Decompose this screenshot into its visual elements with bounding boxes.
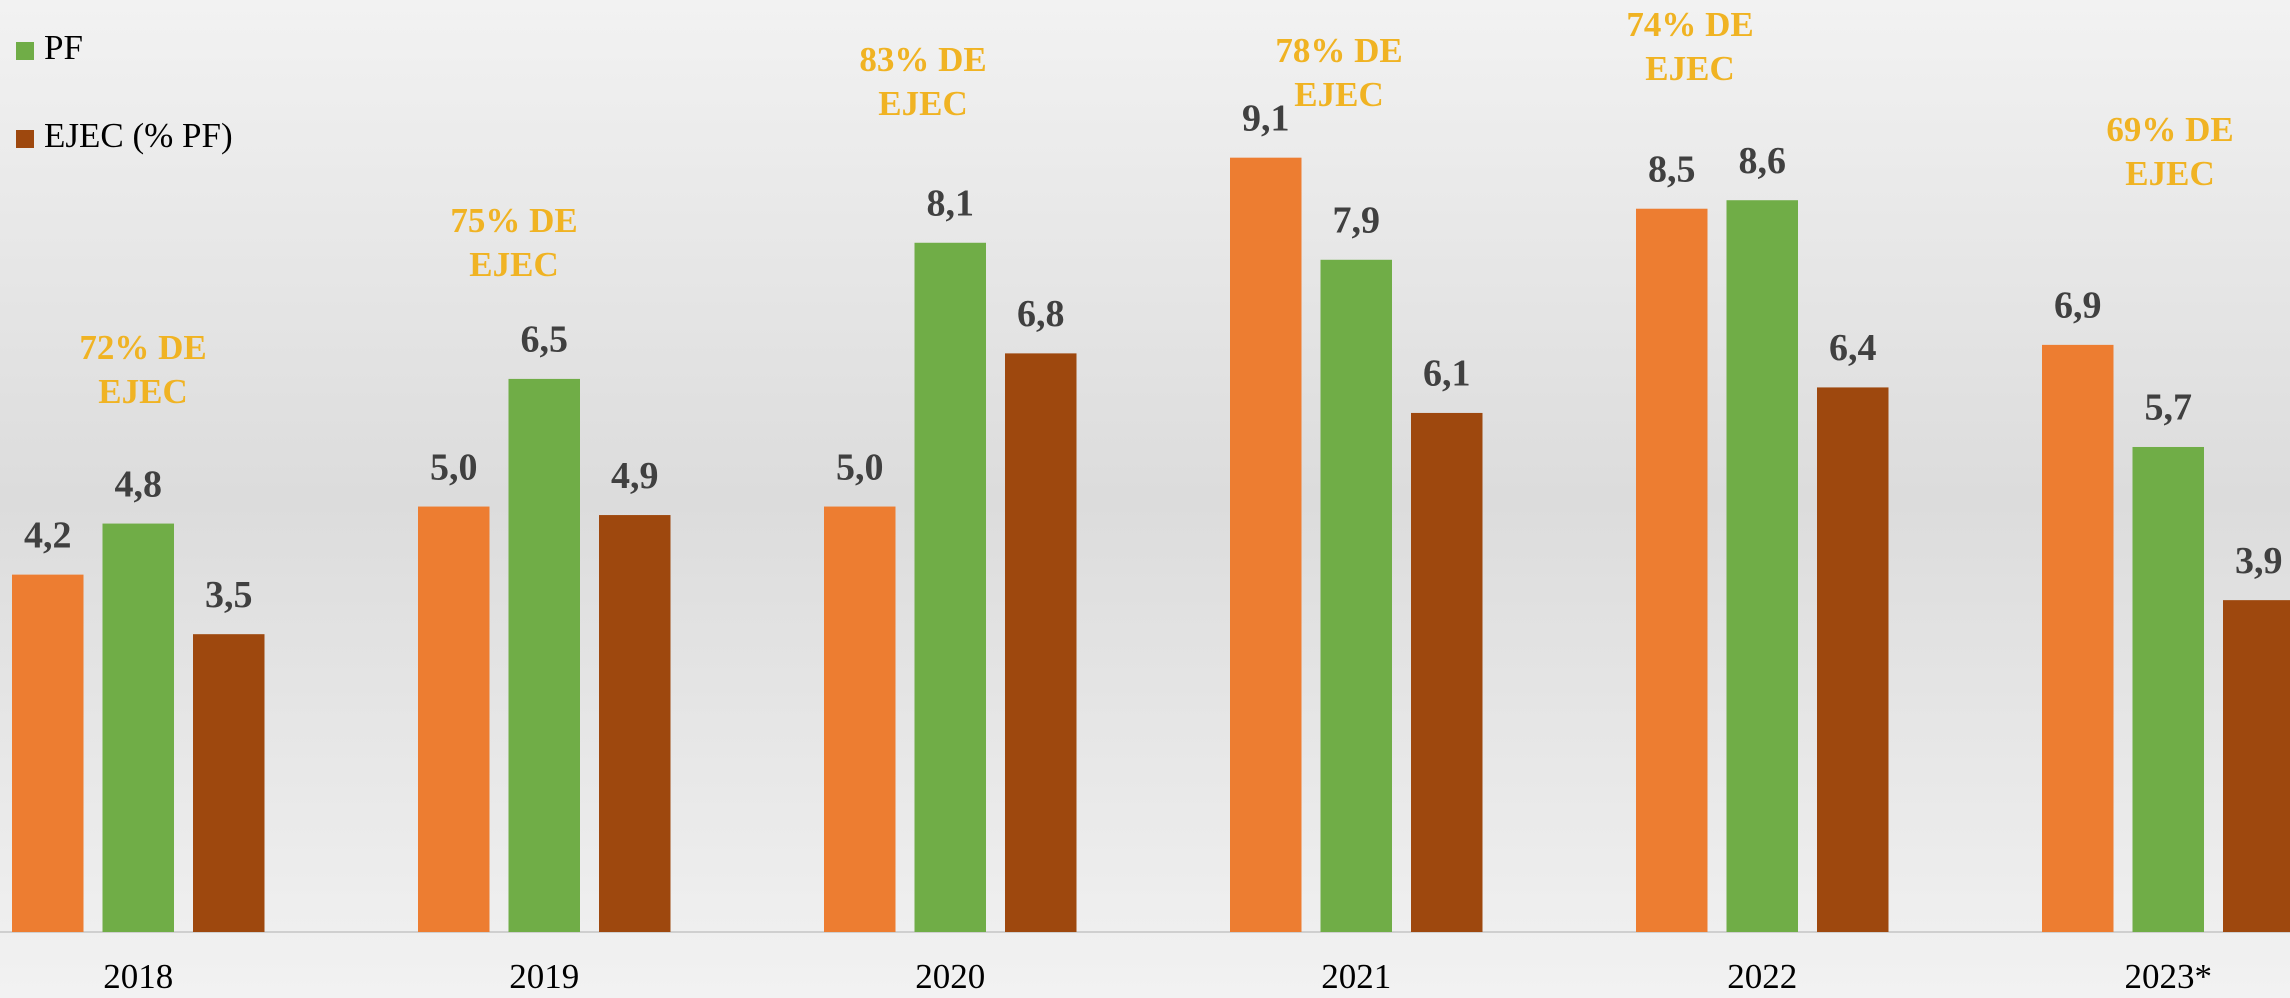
bar [1230,157,1302,932]
data-label: 6,8 [1017,293,1065,335]
bar [418,506,490,932]
annotation: 72% DE [79,328,206,367]
legend-label: PF [44,28,83,67]
bar [12,574,84,932]
data-label: 4,2 [24,514,72,556]
data-label: 8,5 [1648,148,1696,190]
bar [508,378,580,933]
data-label: 5,7 [2145,387,2193,429]
x-tick-label: 2023* [2125,957,2213,996]
data-label: 3,9 [2235,540,2283,582]
legend-swatch [16,42,34,60]
legend-label: EJEC (% PF) [44,116,233,155]
data-label: 7,9 [1333,200,1381,242]
bar [1636,208,1708,932]
x-tick-label: 2019 [509,957,579,996]
annotation: EJEC [1294,75,1383,114]
bar [914,242,986,932]
bar [824,506,896,932]
annotation: EJEC [98,372,187,411]
data-label: 6,4 [1829,327,1877,369]
annotation: 69% DE [2106,110,2233,149]
bar [1005,353,1077,932]
bar [193,634,265,932]
annotation: 78% DE [1275,31,1402,70]
bar [2223,600,2290,932]
data-label: 3,5 [205,574,253,616]
annotation: 74% DE [1626,5,1753,44]
annotation: EJEC [878,84,967,123]
data-label: 5,0 [836,446,884,488]
x-tick-label: 2020 [915,957,985,996]
data-label: 9,1 [1242,97,1290,139]
bar [1320,259,1392,932]
annotation: EJEC [1645,49,1734,88]
x-tick-label: 2022 [1727,957,1797,996]
bar [102,523,174,932]
x-tick-label: 2018 [103,957,173,996]
data-label: 5,0 [430,446,478,488]
bar [2132,446,2204,932]
bar [2042,344,2114,932]
annotation: 75% DE [450,201,577,240]
bar [1817,387,1889,932]
annotation: 83% DE [859,40,986,79]
data-label: 4,9 [611,455,659,497]
data-label: 4,8 [115,463,163,505]
data-label: 6,9 [2054,285,2102,327]
data-label: 6,5 [521,319,569,361]
annotation: EJEC [469,245,558,284]
annotation: EJEC [2125,154,2214,193]
legend-swatch [16,130,34,148]
bar [1411,412,1483,933]
data-label: 6,1 [1423,353,1471,395]
data-label: 8,6 [1739,140,1787,182]
bar [1726,200,1798,932]
bar [599,515,671,932]
x-tick-label: 2021 [1321,957,1391,996]
data-label: 8,1 [927,182,975,224]
